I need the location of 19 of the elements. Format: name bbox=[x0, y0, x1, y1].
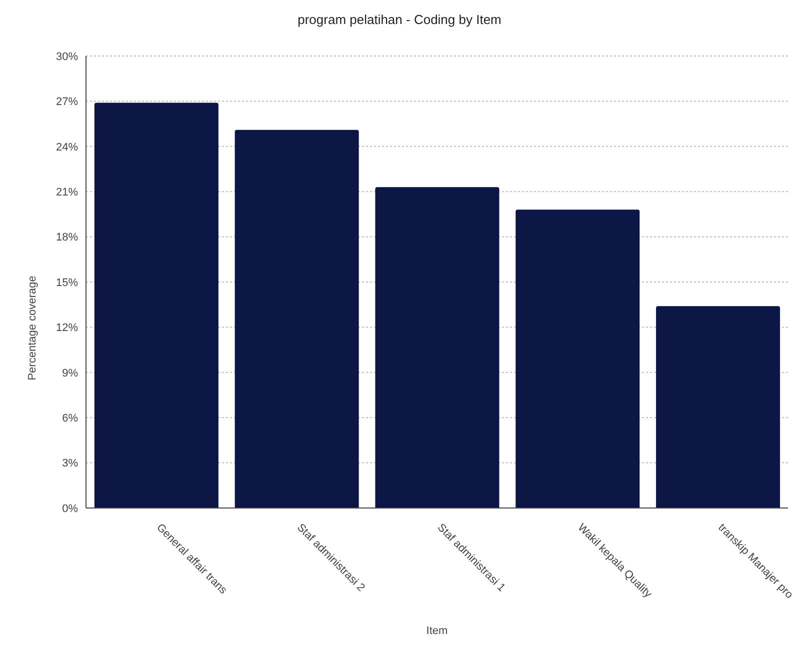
y-tick-label: 18% bbox=[56, 232, 78, 244]
y-tick-label: 6% bbox=[62, 412, 78, 425]
y-tick-label: 24% bbox=[56, 141, 78, 154]
y-axis-title: Percentage coverage bbox=[26, 276, 38, 380]
bar bbox=[656, 306, 780, 508]
bar bbox=[94, 102, 218, 508]
y-tick-label: 30% bbox=[56, 50, 78, 63]
bar bbox=[234, 130, 359, 508]
y-tick-label: 12% bbox=[56, 322, 78, 334]
x-axis-title: Item bbox=[426, 625, 448, 637]
y-tick-label: 21% bbox=[56, 186, 78, 199]
y-tick-label: 9% bbox=[62, 367, 78, 380]
y-tick-label: 27% bbox=[56, 96, 78, 108]
y-tick-label: 3% bbox=[62, 458, 78, 470]
y-tick-label: 0% bbox=[62, 502, 78, 515]
bar bbox=[375, 187, 500, 508]
chart-title: program pelatihan - Coding by Item bbox=[296, 12, 502, 27]
y-tick-label: 15% bbox=[56, 276, 78, 289]
bar bbox=[516, 210, 640, 508]
